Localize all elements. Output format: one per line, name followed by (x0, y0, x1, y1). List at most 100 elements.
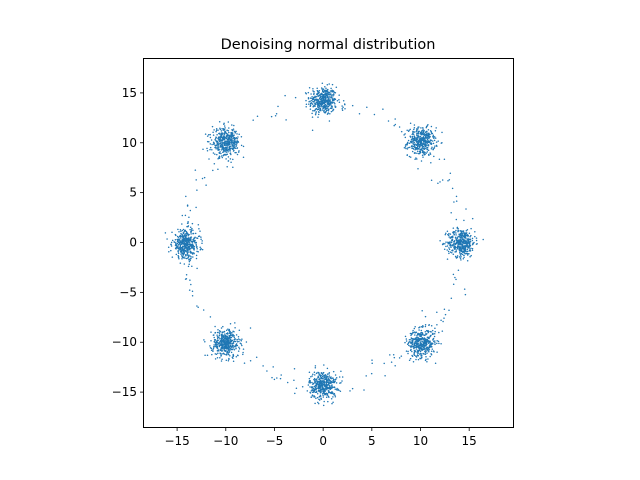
data-point (425, 333, 427, 336)
data-point (240, 135, 243, 138)
data-point (316, 87, 318, 90)
data-point (427, 331, 430, 334)
data-point (436, 145, 438, 148)
data-point (412, 337, 414, 340)
data-point (175, 247, 177, 250)
data-point (305, 105, 307, 108)
data-point (469, 255, 471, 258)
data-point (190, 257, 192, 260)
data-point (186, 251, 188, 254)
data-point (317, 99, 319, 102)
data-point (319, 390, 321, 392)
data-point (457, 245, 459, 247)
plot-frame (143, 58, 514, 428)
data-point (414, 340, 416, 342)
data-point (327, 395, 330, 397)
data-point (316, 93, 318, 95)
data-point (324, 390, 326, 392)
data-point (322, 102, 324, 105)
data-point (412, 360, 415, 363)
data-point (423, 337, 426, 340)
data-point (321, 109, 324, 111)
data-point (215, 128, 218, 130)
data-point (420, 139, 423, 142)
data-point (318, 398, 320, 401)
data-point (467, 237, 469, 240)
data-point (330, 392, 333, 394)
data-point (351, 104, 354, 107)
data-point (322, 88, 324, 90)
data-point (327, 112, 330, 114)
data-point (464, 250, 467, 253)
data-point (166, 238, 168, 240)
data-point (418, 327, 420, 329)
data-point (220, 346, 223, 349)
data-point (328, 120, 331, 122)
data-point (471, 247, 474, 250)
data-point (435, 141, 438, 143)
data-point (422, 341, 425, 343)
x-tick-label: 15 (462, 434, 477, 448)
data-point (227, 151, 229, 153)
data-point (294, 392, 296, 395)
data-point (426, 132, 428, 134)
data-point (318, 395, 321, 398)
data-point (414, 158, 416, 161)
data-point (320, 95, 322, 98)
data-point (186, 204, 189, 206)
data-point (220, 130, 223, 132)
data-point (319, 380, 321, 383)
data-point (332, 380, 334, 382)
data-point (192, 232, 194, 235)
data-point (434, 343, 436, 346)
data-point (212, 134, 215, 136)
data-point (387, 120, 390, 122)
data-point (188, 289, 191, 291)
data-point (238, 329, 241, 331)
data-point (228, 328, 231, 331)
data-point (213, 129, 215, 131)
data-point (188, 263, 190, 265)
data-point (341, 109, 344, 112)
data-point (442, 242, 444, 245)
data-point (426, 352, 428, 354)
data-point (301, 386, 304, 388)
data-point (312, 395, 314, 397)
data-point (424, 359, 427, 362)
data-point (223, 143, 226, 146)
data-point (335, 377, 338, 379)
data-point (317, 92, 319, 94)
data-point (182, 228, 185, 231)
data-point (431, 348, 434, 350)
data-point (315, 98, 318, 100)
data-point (332, 370, 335, 373)
data-point (223, 150, 225, 152)
data-point (325, 396, 328, 399)
data-point (334, 91, 337, 94)
data-point (322, 98, 325, 101)
data-point (408, 146, 411, 149)
data-point (466, 242, 468, 245)
data-point (220, 327, 223, 329)
data-point (464, 232, 466, 234)
data-point (411, 343, 414, 346)
y-tick-label: −5 (119, 285, 137, 299)
data-point (463, 246, 465, 248)
data-point (463, 251, 465, 253)
data-point (432, 148, 434, 150)
data-point (191, 244, 194, 246)
data-point (331, 377, 334, 379)
data-point (226, 353, 228, 355)
data-point (221, 145, 223, 148)
data-point (227, 143, 229, 145)
data-point (429, 340, 431, 342)
data-point (415, 342, 418, 344)
data-point (417, 336, 419, 339)
data-point (164, 232, 167, 234)
data-point (432, 343, 434, 345)
data-point (181, 246, 183, 249)
data-point (314, 99, 316, 102)
data-point (314, 113, 317, 116)
data-point (422, 344, 425, 347)
data-point (334, 374, 337, 376)
